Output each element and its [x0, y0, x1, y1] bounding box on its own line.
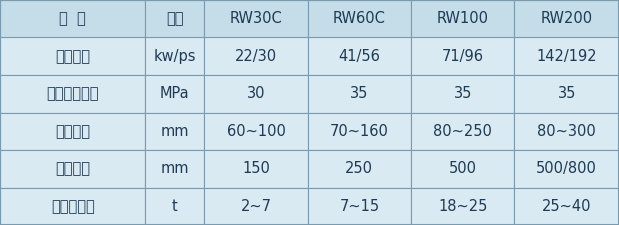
Bar [308, 38, 411, 75]
Bar [145, 75, 204, 112]
Bar [514, 187, 619, 225]
Text: 额定工作压力: 额定工作压力 [46, 86, 99, 101]
Text: 250: 250 [345, 161, 373, 176]
Bar [145, 150, 204, 187]
Text: 35: 35 [558, 86, 576, 101]
Bar [204, 187, 308, 225]
Text: 70~160: 70~160 [330, 124, 389, 139]
Text: RW60C: RW60C [333, 11, 386, 26]
Text: 500: 500 [449, 161, 477, 176]
Bar [411, 0, 514, 38]
Bar [204, 38, 308, 75]
Bar [145, 38, 204, 75]
Bar [411, 187, 514, 225]
Bar [308, 75, 411, 112]
Text: 25~40: 25~40 [542, 199, 591, 214]
Text: 输出功率: 输出功率 [55, 49, 90, 64]
Text: mm: mm [160, 124, 189, 139]
Text: RW200: RW200 [540, 11, 593, 26]
Text: 30: 30 [247, 86, 265, 101]
Text: 22/30: 22/30 [235, 49, 277, 64]
Bar [204, 112, 308, 150]
Bar [0, 187, 145, 225]
Text: 18~25: 18~25 [438, 199, 487, 214]
Text: 项  目: 项 目 [59, 11, 86, 26]
Text: 2~7: 2~7 [240, 199, 272, 214]
Bar [411, 112, 514, 150]
Bar [0, 75, 145, 112]
Bar [0, 0, 145, 38]
Text: 150: 150 [242, 161, 270, 176]
Bar [514, 75, 619, 112]
Bar [308, 0, 411, 38]
Bar [514, 150, 619, 187]
Text: RW30C: RW30C [230, 11, 282, 26]
Text: 切槽宽度: 切槽宽度 [55, 124, 90, 139]
Bar [411, 38, 514, 75]
Text: t: t [172, 199, 178, 214]
Text: 142/192: 142/192 [537, 49, 597, 64]
Bar [308, 150, 411, 187]
Bar [308, 112, 411, 150]
Text: 71/96: 71/96 [442, 49, 483, 64]
Text: 80~300: 80~300 [537, 124, 596, 139]
Bar [411, 75, 514, 112]
Bar [411, 150, 514, 187]
Text: mm: mm [160, 161, 189, 176]
Bar [0, 150, 145, 187]
Text: MPa: MPa [160, 86, 189, 101]
Bar [0, 112, 145, 150]
Text: 35: 35 [454, 86, 472, 101]
Text: 80~250: 80~250 [433, 124, 492, 139]
Bar [204, 0, 308, 38]
Bar [308, 187, 411, 225]
Text: 41/56: 41/56 [339, 49, 380, 64]
Text: 7~15: 7~15 [339, 199, 379, 214]
Text: 单位: 单位 [166, 11, 184, 26]
Text: RW100: RW100 [436, 11, 489, 26]
Text: kw/ps: kw/ps [154, 49, 196, 64]
Text: 35: 35 [350, 86, 368, 101]
Bar [0, 38, 145, 75]
Text: 切槽深度: 切槽深度 [55, 161, 90, 176]
Text: 500/800: 500/800 [536, 161, 597, 176]
Bar [514, 112, 619, 150]
Bar [145, 112, 204, 150]
Bar [145, 187, 204, 225]
Bar [514, 38, 619, 75]
Bar [204, 75, 308, 112]
Text: 60~100: 60~100 [227, 124, 285, 139]
Bar [145, 0, 204, 38]
Text: 适用挖掘机: 适用挖掘机 [51, 199, 95, 214]
Bar [204, 150, 308, 187]
Bar [514, 0, 619, 38]
